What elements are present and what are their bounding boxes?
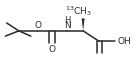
Text: OH: OH: [118, 37, 132, 46]
Text: N: N: [64, 21, 70, 30]
Text: H: H: [64, 16, 70, 25]
Text: O: O: [49, 45, 56, 54]
Text: $^{13}$CH$_3$: $^{13}$CH$_3$: [65, 4, 92, 18]
Text: O: O: [34, 21, 41, 30]
Polygon shape: [82, 18, 85, 31]
